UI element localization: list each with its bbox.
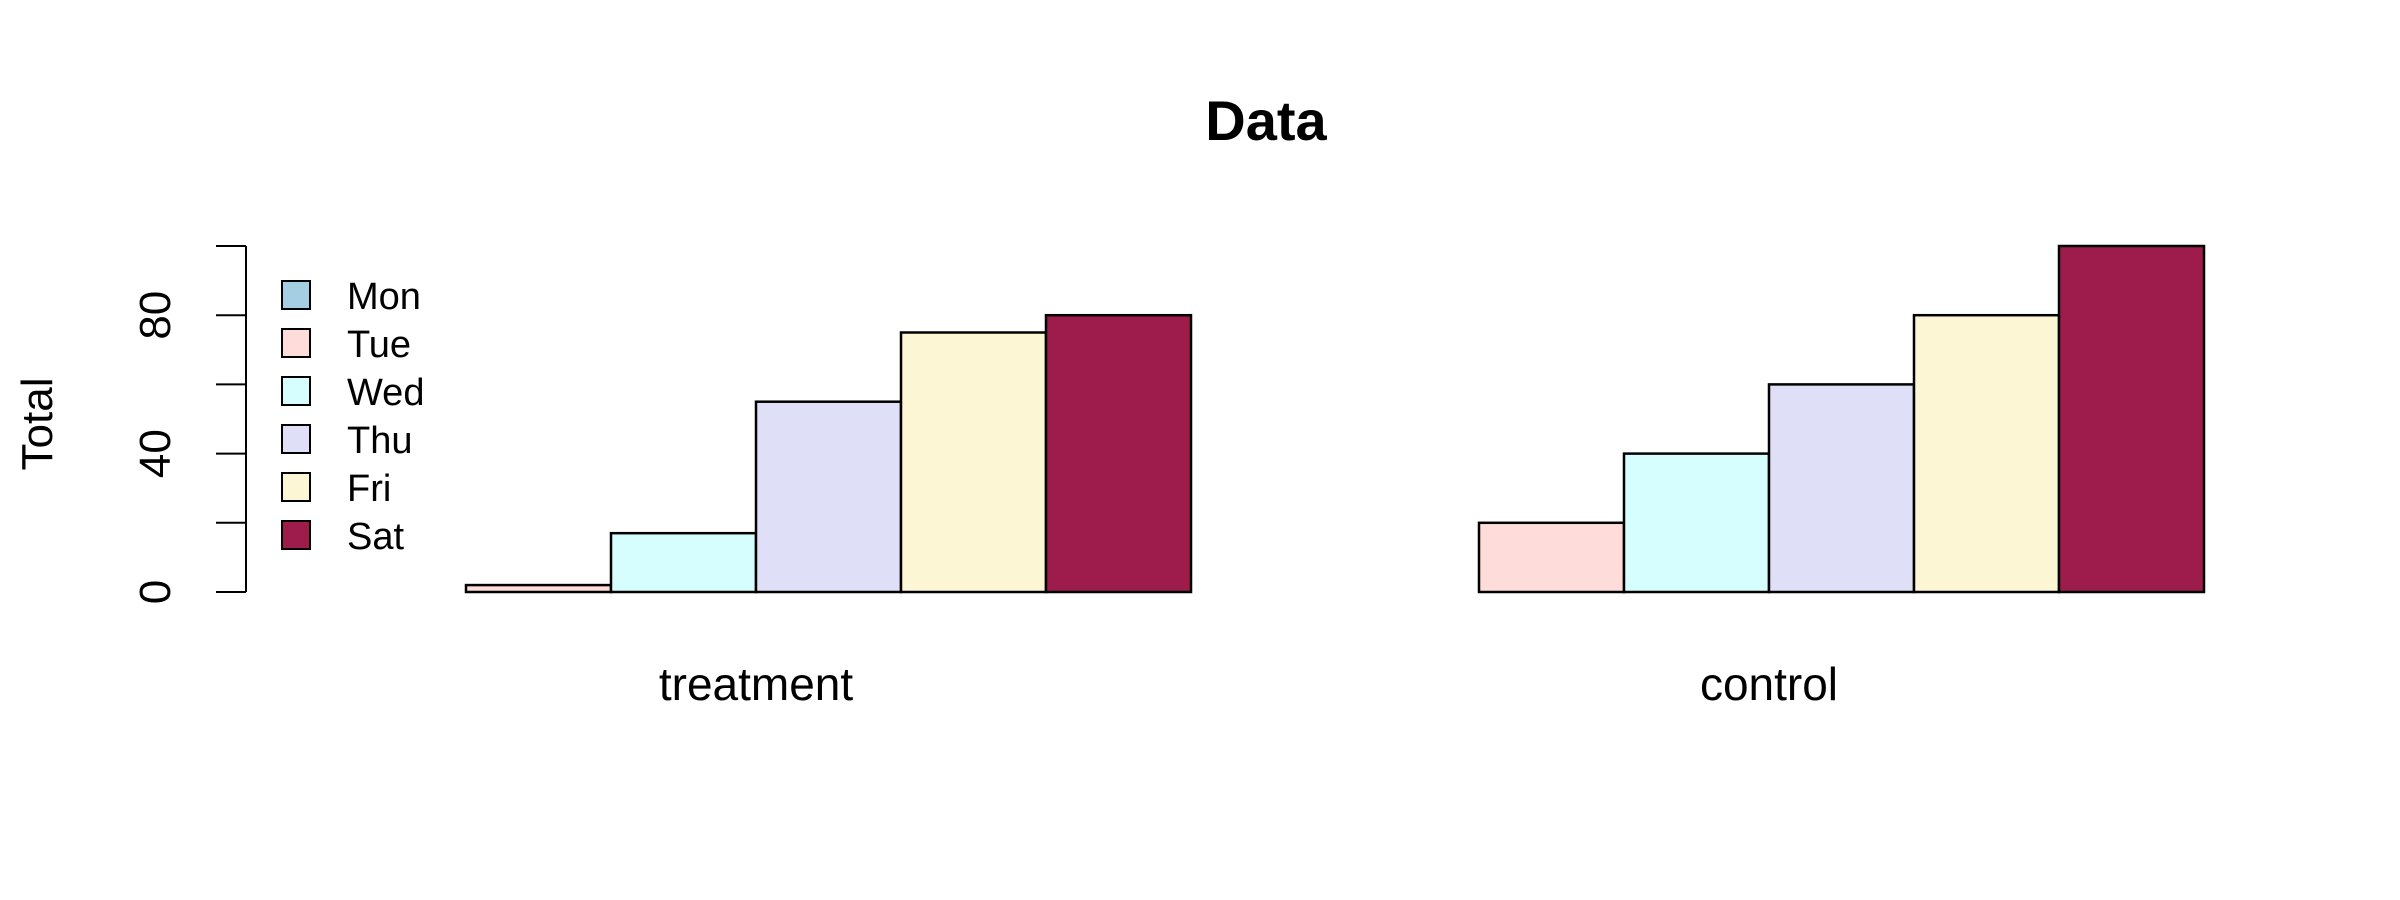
legend-swatch [281,520,311,550]
chart-title: Data [1205,89,1327,152]
y-axis: 0 40 80 [131,245,247,604]
legend-label: Wed [347,372,424,414]
legend-swatch [281,472,311,502]
legend-label: Fri [347,468,391,510]
bar [754,400,903,594]
y-axis-label: Total [13,378,62,471]
bar [1622,452,1771,594]
bar [899,331,1048,594]
bar [1044,313,1193,594]
bar [609,531,758,594]
legend-swatch [281,376,311,406]
legend-swatch [281,424,311,454]
legend-swatch [281,328,311,358]
bars [464,244,2206,594]
bar [1767,383,1916,594]
bar [2057,244,2206,594]
legend-label: Sat [347,516,404,558]
legend-label: Mon [347,276,421,318]
x-tick-label: control [1700,658,1838,710]
y-tick-label: 0 [131,580,180,604]
legend-label: Thu [347,420,412,462]
legend-swatch [281,280,311,310]
y-tick-label: 40 [131,429,180,478]
legend: Mon Tue Wed Thu Fri Sat [281,276,424,558]
bar [464,583,613,594]
bar [1477,521,1626,594]
legend-label: Tue [347,324,411,366]
bar [1912,313,2061,594]
y-tick-label: 80 [131,291,180,340]
x-tick-label: treatment [659,658,854,710]
x-axis-labels: treatment control [659,658,1838,710]
